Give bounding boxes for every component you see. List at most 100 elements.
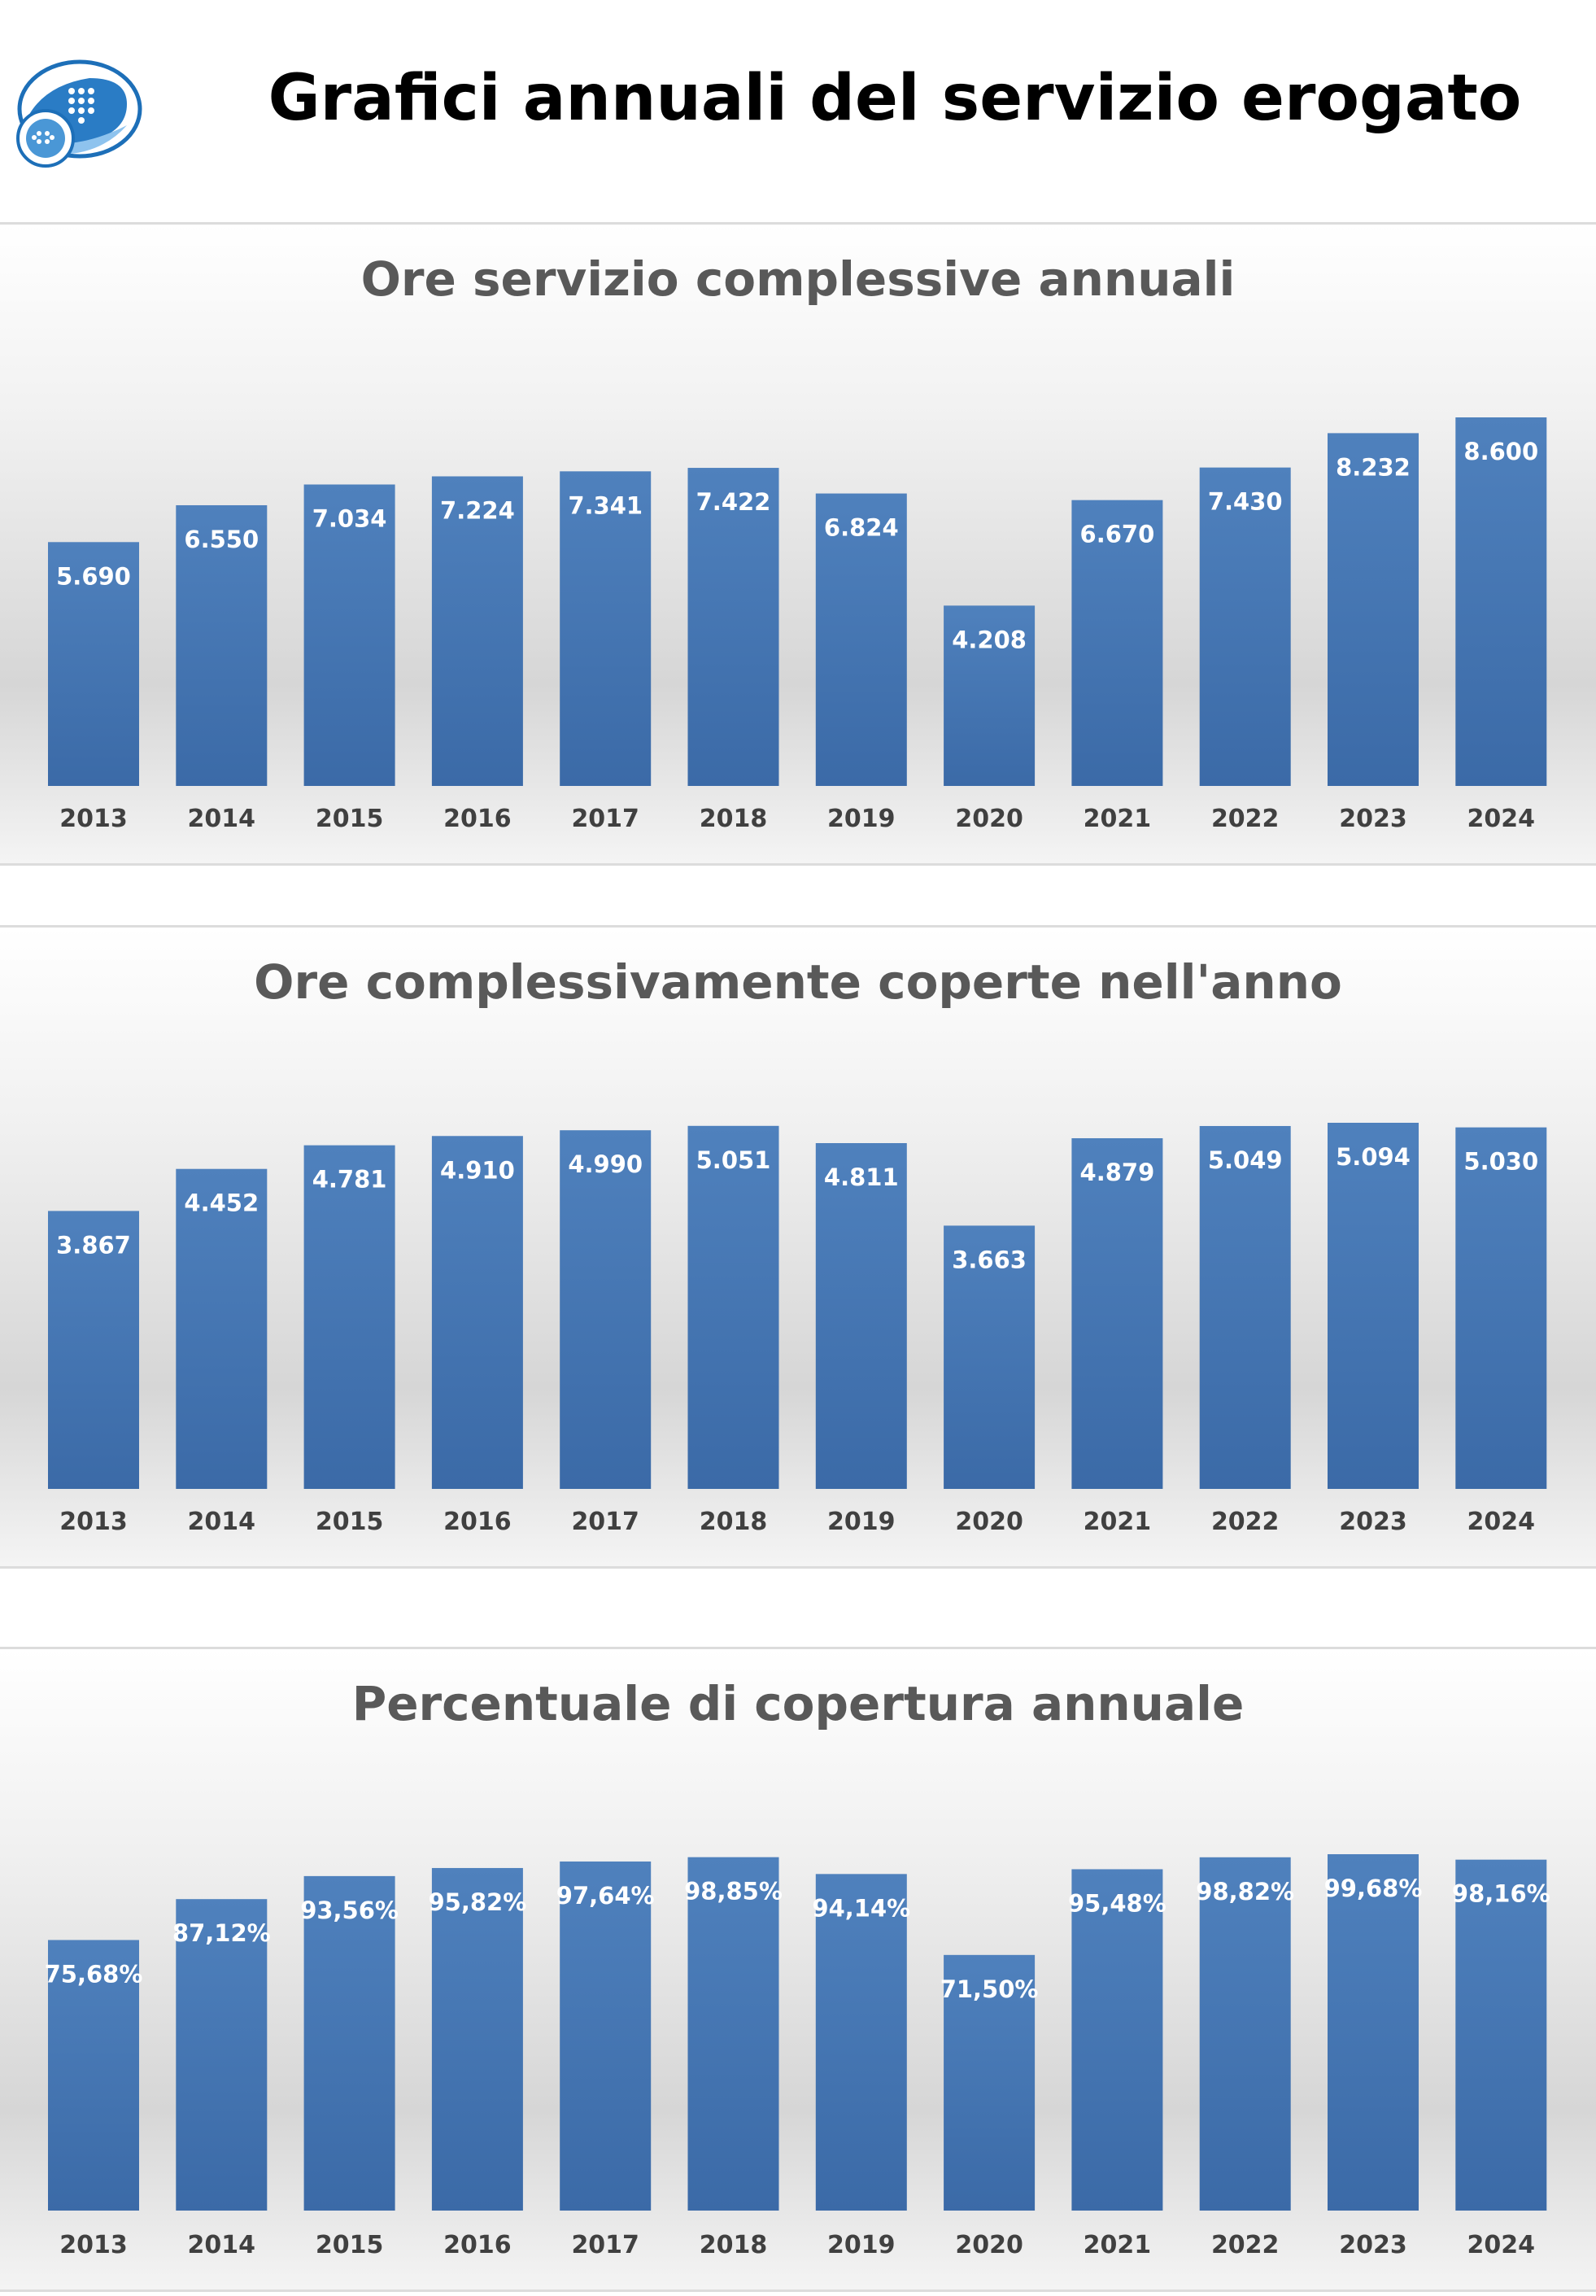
bar-2021 xyxy=(1071,1869,1163,2211)
bar-2022 xyxy=(1199,1857,1291,2211)
data-label-2017: 4.990 xyxy=(568,1150,643,1178)
x-tick-label-2014: 2014 xyxy=(188,1508,256,1536)
bar-2023 xyxy=(1328,433,1419,786)
data-label-2021: 4.879 xyxy=(1080,1159,1155,1186)
data-label-2018: 5.051 xyxy=(696,1146,771,1174)
bar-2015 xyxy=(303,1145,395,1489)
bar-2017 xyxy=(560,1861,652,2211)
bar-2022 xyxy=(1199,1125,1291,1489)
bar-2014 xyxy=(176,1899,268,2211)
x-tick-label-2016: 2016 xyxy=(443,1508,512,1536)
data-label-2021: 95,48% xyxy=(1068,1889,1166,1917)
data-label-2020: 4.208 xyxy=(952,626,1027,653)
data-label-2022: 7.430 xyxy=(1208,488,1283,516)
x-tick-label-2021: 2021 xyxy=(1084,1508,1152,1536)
data-label-2019: 4.811 xyxy=(824,1163,899,1191)
x-tick-label-2017: 2017 xyxy=(571,805,639,833)
data-label-2020: 71,50% xyxy=(940,1975,1039,2003)
x-tick-label-2022: 2022 xyxy=(1211,805,1280,833)
data-label-2013: 5.690 xyxy=(56,562,131,590)
chart-title: Ore complessivamente coperte nell'anno xyxy=(254,954,1342,1010)
data-label-2019: 94,14% xyxy=(812,1894,910,1922)
data-label-2018: 98,85% xyxy=(684,1878,783,1905)
data-label-2013: 75,68% xyxy=(45,1960,143,1988)
chart-panel-percentuale: Percentuale di copertura annuale 75,68% 2… xyxy=(0,1647,1596,2292)
bar-2016 xyxy=(431,1136,523,1489)
data-label-2024: 5.030 xyxy=(1463,1148,1538,1176)
bar-2015 xyxy=(303,1875,395,2211)
data-label-2014: 87,12% xyxy=(172,1919,271,1947)
x-tick-label-2013: 2013 xyxy=(59,2231,128,2259)
bar-2013 xyxy=(48,542,139,786)
bar-chart-ore-coperte: 3.867 2013 4.452 2014 4.781 2015 4.910 2016 4.99… xyxy=(48,1123,1547,1536)
x-tick-label-2024: 2024 xyxy=(1467,2231,1536,2259)
x-tick-label-2017: 2017 xyxy=(571,1508,639,1536)
bar-2016 xyxy=(431,1867,523,2211)
bar-2013 xyxy=(48,1211,139,1489)
bar-2020 xyxy=(944,1954,1036,2211)
bar-2021 xyxy=(1071,1137,1163,1489)
bar-2014 xyxy=(176,504,268,786)
x-tick-label-2017: 2017 xyxy=(571,2231,639,2259)
data-label-2024: 8.600 xyxy=(1463,438,1538,465)
x-tick-label-2021: 2021 xyxy=(1084,805,1152,833)
data-label-2016: 95,82% xyxy=(429,1888,527,1916)
bar-2018 xyxy=(687,1125,779,1489)
bar-2024 xyxy=(1455,1127,1547,1489)
x-tick-label-2016: 2016 xyxy=(443,2231,512,2259)
data-label-2017: 97,64% xyxy=(556,1882,655,1910)
x-tick-label-2014: 2014 xyxy=(188,2231,256,2259)
bar-2016 xyxy=(431,476,523,786)
x-tick-label-2018: 2018 xyxy=(700,2231,768,2259)
bar-2018 xyxy=(687,1857,779,2211)
bar-chart-ore-servizio: 5.690 2013 6.550 2014 7.034 2015 7.224 2016 7.34… xyxy=(48,417,1547,833)
x-tick-label-2023: 2023 xyxy=(1339,1508,1407,1536)
bar-2013 xyxy=(48,1940,139,2211)
x-tick-label-2018: 2018 xyxy=(700,805,768,833)
x-tick-label-2021: 2021 xyxy=(1084,2231,1152,2259)
data-label-2019: 6.824 xyxy=(824,514,899,542)
data-label-2018: 7.422 xyxy=(696,488,771,516)
bar-2023 xyxy=(1328,1123,1419,1489)
bar-2019 xyxy=(815,1874,907,2211)
data-label-2023: 8.232 xyxy=(1336,453,1411,481)
x-tick-label-2014: 2014 xyxy=(188,805,256,833)
data-label-2015: 7.034 xyxy=(312,504,387,532)
x-tick-label-2018: 2018 xyxy=(700,1508,768,1536)
x-tick-label-2019: 2019 xyxy=(827,2231,896,2259)
data-label-2016: 7.224 xyxy=(440,496,515,524)
x-tick-label-2024: 2024 xyxy=(1467,1508,1536,1536)
x-tick-label-2015: 2015 xyxy=(316,805,384,833)
bar-2019 xyxy=(815,1143,907,1489)
x-tick-label-2019: 2019 xyxy=(827,805,896,833)
data-label-2024: 98,16% xyxy=(1452,1880,1550,1908)
bar-2022 xyxy=(1199,467,1291,786)
x-tick-label-2016: 2016 xyxy=(443,805,512,833)
phone-handset-logo-icon xyxy=(16,59,142,168)
bar-2023 xyxy=(1328,1854,1419,2211)
bar-2021 xyxy=(1071,500,1163,786)
bar-2020 xyxy=(944,605,1036,786)
data-label-2021: 6.670 xyxy=(1080,521,1155,548)
bar-2024 xyxy=(1455,1859,1547,2211)
bar-2014 xyxy=(176,1168,268,1489)
data-label-2015: 4.781 xyxy=(312,1166,387,1194)
data-label-2014: 6.550 xyxy=(184,526,259,553)
bar-2019 xyxy=(815,493,907,786)
data-label-2022: 98,82% xyxy=(1196,1878,1294,1905)
bar-2020 xyxy=(944,1225,1036,1489)
x-tick-label-2023: 2023 xyxy=(1339,805,1407,833)
x-tick-label-2020: 2020 xyxy=(955,1508,1023,1536)
bar-2018 xyxy=(687,468,779,786)
chart-panel-ore-coperte: Ore complessivamente coperte nell'anno 3… xyxy=(0,925,1596,1569)
data-label-2023: 99,68% xyxy=(1324,1875,1423,1902)
x-tick-label-2015: 2015 xyxy=(316,2231,384,2259)
x-tick-label-2024: 2024 xyxy=(1467,805,1536,833)
data-label-2014: 4.452 xyxy=(184,1189,259,1217)
x-tick-label-2013: 2013 xyxy=(59,1508,128,1536)
x-tick-label-2023: 2023 xyxy=(1339,2231,1407,2259)
x-tick-label-2022: 2022 xyxy=(1211,2231,1280,2259)
x-tick-label-2019: 2019 xyxy=(827,1508,896,1536)
data-label-2020: 3.663 xyxy=(952,1246,1027,1273)
x-tick-label-2013: 2013 xyxy=(59,805,128,833)
